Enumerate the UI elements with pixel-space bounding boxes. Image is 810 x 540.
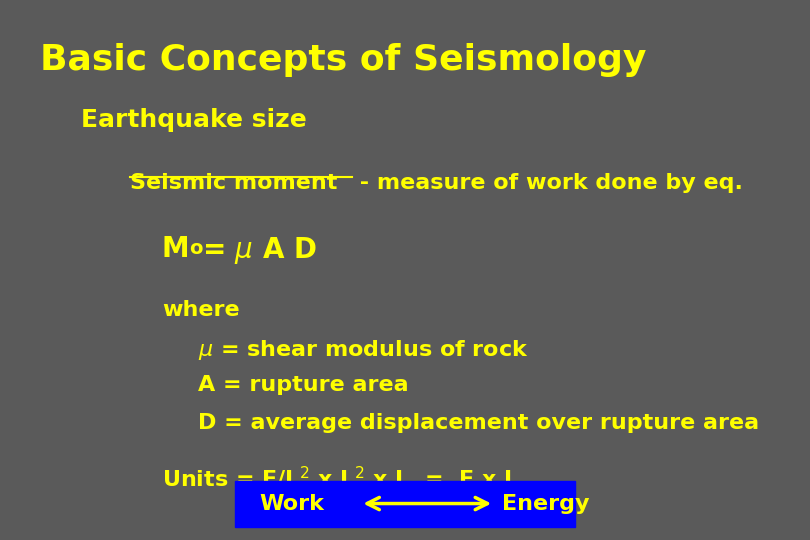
Bar bbox=[235, 481, 575, 526]
Text: Seismic moment: Seismic moment bbox=[130, 173, 337, 193]
Text: = $\mu$ A D: = $\mu$ A D bbox=[202, 235, 318, 266]
Text: where: where bbox=[162, 300, 240, 320]
Text: Basic Concepts of Seismology: Basic Concepts of Seismology bbox=[40, 43, 647, 77]
Text: Units = F/L$^{2}$ x L$^{2}$ x L  =  F x L: Units = F/L$^{2}$ x L$^{2}$ x L = F x L bbox=[162, 464, 518, 491]
Text: A = rupture area: A = rupture area bbox=[198, 375, 409, 395]
Text: D = average displacement over rupture area: D = average displacement over rupture ar… bbox=[198, 413, 760, 433]
Text: Earthquake size: Earthquake size bbox=[81, 108, 307, 132]
Text: $\mu$ = shear modulus of rock: $\mu$ = shear modulus of rock bbox=[198, 338, 529, 361]
Text: Energy: Energy bbox=[502, 494, 590, 514]
Text: - measure of work done by eq.: - measure of work done by eq. bbox=[352, 173, 744, 193]
Text: o: o bbox=[190, 239, 203, 258]
Text: M: M bbox=[162, 235, 190, 263]
Text: Work: Work bbox=[259, 494, 324, 514]
